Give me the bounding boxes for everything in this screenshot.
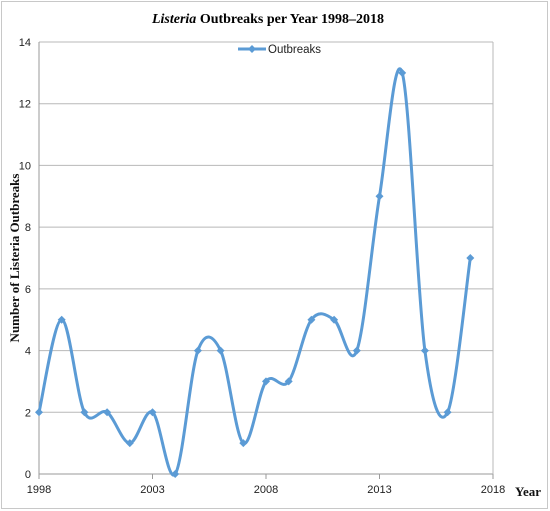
x-tick-label: 1998 — [27, 484, 51, 496]
data-point — [420, 346, 429, 355]
y-tick-label: 2 — [25, 407, 31, 419]
data-point — [262, 377, 270, 386]
data-point — [352, 346, 361, 355]
data-point — [443, 408, 452, 417]
data-point — [80, 408, 89, 417]
data-point — [375, 192, 384, 201]
legend-label: Outbreaks — [268, 44, 321, 56]
y-axis-label: Number of Listeria Outbreaks — [7, 174, 22, 343]
data-point — [57, 315, 66, 324]
data-point — [193, 346, 202, 355]
y-tick-label: 12 — [19, 99, 31, 111]
gridlines — [39, 41, 493, 413]
data-point — [466, 254, 475, 262]
x-tick-label: 2008 — [254, 484, 278, 496]
data-point — [398, 68, 407, 77]
chart-title: Listeria Outbreaks per Year 1998–2018 — [151, 12, 384, 27]
data-point — [330, 315, 339, 324]
data-point — [284, 377, 293, 386]
data-point — [103, 408, 112, 417]
x-axis-label: Year — [515, 484, 541, 499]
data-point — [148, 408, 157, 417]
data-point — [216, 346, 225, 355]
x-tick-label: 2003 — [140, 484, 164, 496]
y-tick-label: 10 — [19, 160, 31, 172]
y-tick-label: 14 — [19, 37, 31, 49]
data-point — [171, 470, 180, 478]
data-point — [307, 315, 316, 324]
data-point — [239, 439, 248, 448]
series-line — [37, 67, 472, 477]
x-tick-label: 2013 — [367, 484, 391, 496]
legend: Outbreaks — [238, 44, 321, 56]
chart-title-italic: Listeria — [151, 12, 196, 27]
y-tick-label: 8 — [25, 222, 31, 234]
data-point — [35, 408, 43, 417]
axes: 0 2 4 6 8 10 12 14 1998 2003 2008 2013 2018 — [19, 37, 505, 496]
data-point — [125, 439, 134, 448]
series-layer — [35, 67, 475, 478]
y-tick-label: 0 — [25, 469, 31, 481]
legend-marker — [248, 45, 256, 53]
x-tick-label: 2018 — [481, 484, 505, 496]
y-tick-label: 6 — [25, 284, 31, 296]
chart-title-rest: Outbreaks per Year 1998–2018 — [196, 12, 384, 27]
y-tick-label: 4 — [25, 346, 31, 358]
